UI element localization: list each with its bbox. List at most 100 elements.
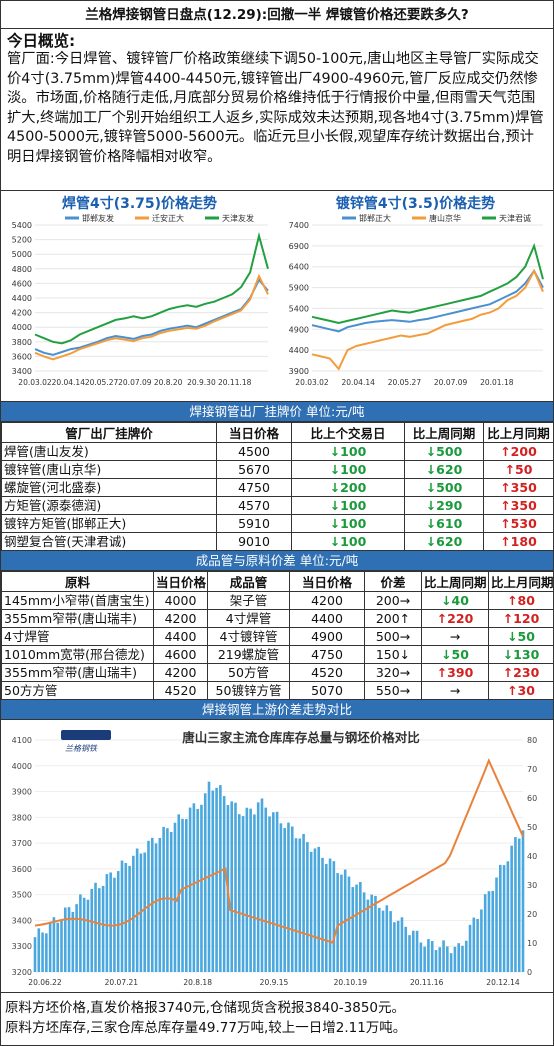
inventory-bar: [211, 790, 215, 972]
inventory-bar: [290, 826, 294, 972]
inventory-billet-chart: 3200 3300 3400 3500 3600 3700 3800 3900 4000 4100…: [12, 730, 537, 987]
y-tick-label: 3500: [12, 891, 32, 900]
inventory-bar: [154, 843, 158, 972]
legend-label: 天津君诚: [499, 213, 531, 223]
inventory-bar: [196, 808, 199, 972]
inventory-bar: [514, 837, 517, 972]
x-tick-label: 20.9.15: [260, 978, 289, 987]
inventory-bar: [124, 862, 128, 972]
month-change-cell: ↑200: [483, 442, 554, 461]
inventory-bar: [366, 899, 370, 972]
name-cell: 镀锌管(唐山京华): [1, 460, 217, 479]
inventory-bar: [185, 819, 188, 972]
y-tick-label: 4200: [12, 309, 32, 318]
x-tick-label: 20.06.22: [28, 978, 62, 987]
inventory-bar: [461, 945, 464, 972]
inventory-bar: [446, 946, 449, 972]
inventory-bar: [234, 802, 237, 972]
table2-header: 价差: [364, 571, 422, 592]
inventory-bar: [298, 838, 302, 972]
inventory-bar: [98, 888, 101, 972]
inventory-bar: [306, 842, 309, 972]
spread-cell: 500→: [364, 627, 422, 646]
spread-cell: 200↑: [364, 609, 422, 628]
table-row: 方矩管(源泰德润) 4570 ↓100 ↓290 ↑350: [1, 496, 554, 515]
y-tick-label: 4800: [12, 265, 32, 274]
product-price-cell: 5070: [289, 681, 365, 700]
inventory-bar: [332, 861, 336, 972]
y-tick-label: 5400: [12, 221, 32, 230]
inventory-bar: [393, 922, 396, 972]
inventory-bar: [411, 930, 415, 972]
inventory-bar: [260, 798, 264, 972]
month-change-cell: ↑230: [488, 663, 554, 682]
y2-tick-label: 60: [527, 794, 537, 803]
inventory-bar: [362, 892, 366, 972]
chart-title: 唐山三家主流仓库库存总量与钢坯价格对比: [182, 730, 420, 745]
week-change-cell: ↓40: [421, 591, 489, 610]
week-change-cell: ↓620: [404, 460, 484, 479]
month-change-cell: ↑530: [483, 514, 554, 533]
y-tick-label: 5900: [289, 284, 309, 293]
inventory-bar: [41, 932, 44, 972]
legend-label: 邯郸友发: [82, 213, 114, 223]
series-line: [311, 242, 544, 325]
intro-heading: 今日概览:: [7, 32, 76, 50]
raw-price-cell: 4600: [153, 645, 208, 664]
y-tick-label: 3300: [12, 942, 32, 951]
inventory-bar: [415, 930, 419, 972]
inventory-bar: [468, 924, 472, 972]
y-tick-label: 4100: [12, 736, 32, 745]
inventory-bar: [82, 897, 86, 972]
day-change-cell: ↓100: [291, 460, 405, 479]
inventory-bar: [150, 837, 154, 972]
inventory-bar: [200, 804, 203, 972]
raw-cell: 4寸焊管: [1, 627, 154, 646]
table3-band: 焊接钢管上游价差走势对比: [1, 700, 553, 720]
raw-price-cell: 4000: [153, 591, 208, 610]
name-cell: 方矩管(源泰德润): [1, 496, 217, 515]
inventory-bar: [517, 838, 521, 972]
x-tick-label: 20.12.14: [486, 978, 520, 987]
table1-header: 当日价格: [216, 422, 292, 443]
table1-band: 焊接钢管出厂挂牌价 单位:元/吨: [1, 402, 553, 422]
footer-line-1: 原料方坯价格,直发价格报3740元,仓储现货含税报3840-3850元。: [5, 1000, 406, 1016]
table1-header: 比上周同期: [404, 422, 484, 443]
table-row: 螺旋管(河北盛泰) 4750 ↓200 ↓500 ↑350: [1, 478, 554, 497]
table-row: 镀锌管(唐山京华) 5670 ↓100 ↓620 ↑50: [1, 460, 554, 479]
y-tick-label: 5200: [12, 236, 32, 245]
table-row: 钢塑复合管(天津君诚) 9010 ↓100 ↓620 ↑180: [1, 532, 554, 551]
inventory-bar: [464, 940, 468, 972]
product-cell: 架子管: [207, 591, 290, 610]
spread-cell: 550→: [364, 681, 422, 700]
month-change-cell: ↑30: [488, 681, 554, 700]
inventory-chart-container: 3200 3300 3400 3500 3600 3700 3800 3900 4000 4100…: [1, 720, 553, 993]
inventory-bar: [351, 887, 355, 972]
inventory-bar: [135, 848, 139, 972]
inventory-bar: [510, 845, 513, 972]
product-price-cell: 4520: [289, 663, 365, 682]
inventory-bar: [230, 801, 234, 972]
chart-title: 焊管4寸(3.75)价格走势: [62, 195, 217, 212]
raw-price-cell: 4520: [153, 681, 208, 700]
table2-header: 成品管: [207, 571, 290, 592]
inventory-bar: [173, 822, 177, 972]
table2-header: 当日价格: [289, 571, 365, 592]
x-tick-label: 20.04.14: [341, 378, 375, 387]
week-change-cell: →: [421, 627, 489, 646]
raw-cell: 1010mm宽带(邢台德龙): [1, 645, 154, 664]
inventory-bar: [506, 861, 510, 972]
inventory-bar: [434, 950, 438, 972]
legend-label: 天津友发: [222, 213, 254, 223]
galvanized-pipe-price-chart: 镀锌管4寸(3.5)价格走势 3900 4400 4900 5400 5900 6400 69…: [289, 195, 544, 387]
inventory-bar: [483, 894, 487, 972]
inventory-bar: [101, 885, 105, 972]
x-tick-label: 20.10.19: [334, 978, 368, 987]
inventory-bar: [272, 812, 275, 972]
month-change-cell: ↑180: [483, 532, 554, 551]
inventory-bar: [249, 808, 252, 972]
inventory-bar: [109, 872, 112, 972]
day-change-cell: ↓200: [291, 478, 405, 497]
week-change-cell: ↑220: [421, 609, 489, 628]
week-change-cell: ↓500: [404, 478, 484, 497]
